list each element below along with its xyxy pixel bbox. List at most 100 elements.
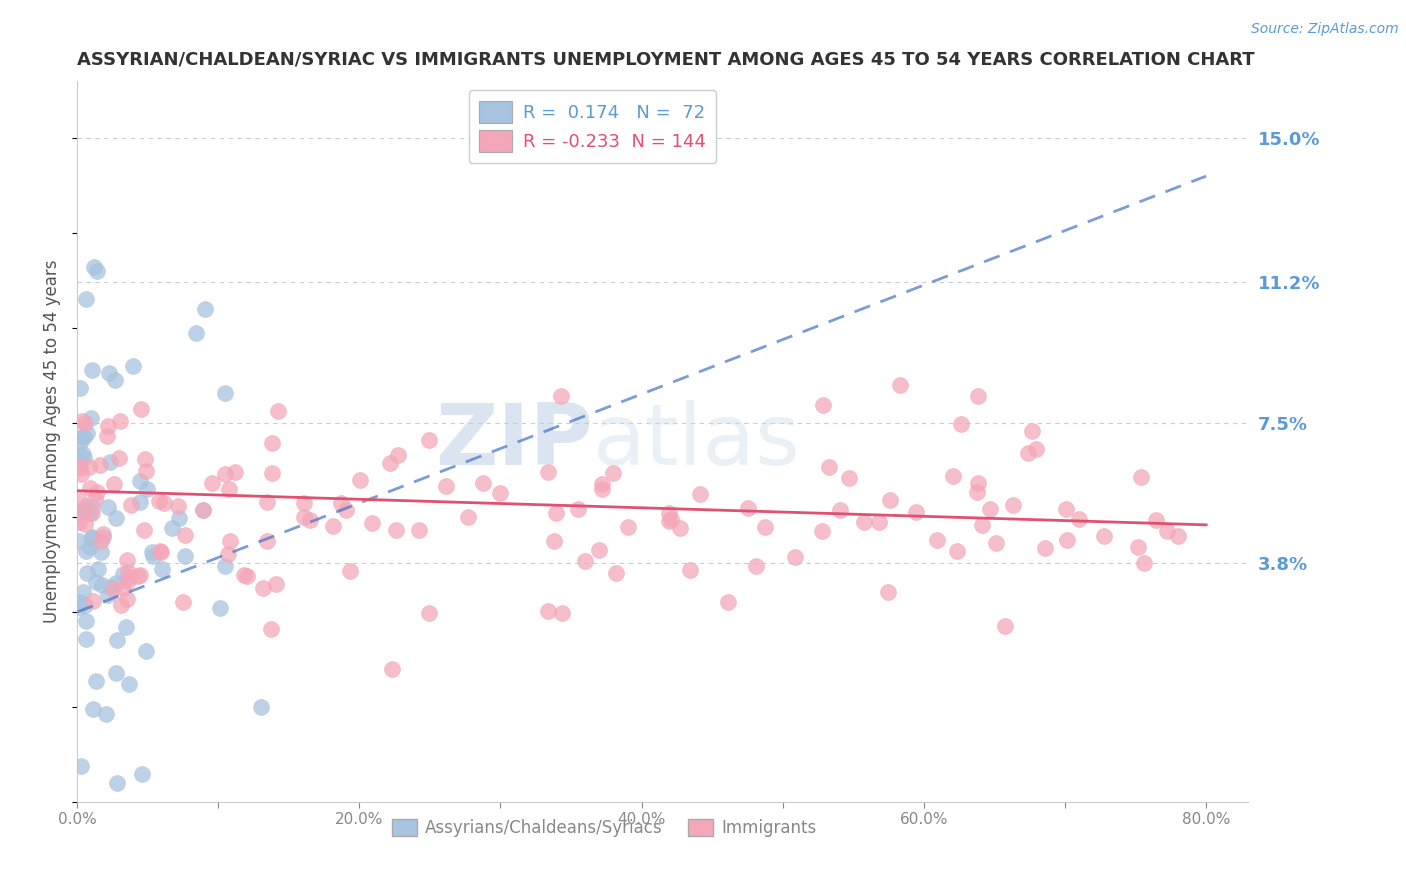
Point — [966, 476, 988, 491]
Point — [90, 578, 112, 592]
Point — [121, 359, 143, 373]
Y-axis label: Unemployment Among Ages 45 to 54 years: Unemployment Among Ages 45 to 54 years — [44, 260, 60, 624]
Point — [1017, 446, 1039, 460]
Point — [76, 426, 98, 441]
Point — [588, 542, 610, 557]
Point — [811, 398, 834, 412]
Point — [574, 553, 596, 567]
Point — [191, 503, 214, 517]
Point — [111, 581, 134, 595]
Point — [69, 467, 91, 482]
Point — [567, 501, 589, 516]
Point — [73, 503, 96, 517]
Point — [75, 543, 97, 558]
Point — [105, 666, 128, 681]
Point — [73, 416, 96, 430]
Point — [434, 479, 457, 493]
Point — [381, 662, 404, 676]
Point — [236, 569, 259, 583]
Point — [335, 503, 357, 517]
Point — [658, 506, 681, 520]
Point — [142, 549, 165, 563]
Point — [86, 484, 108, 499]
Point — [117, 574, 139, 588]
Point — [994, 619, 1017, 633]
Point — [830, 503, 852, 517]
Point — [745, 559, 768, 574]
Point — [387, 448, 409, 462]
Point — [132, 523, 155, 537]
Point — [115, 553, 138, 567]
Point — [537, 465, 560, 479]
Point — [82, 701, 104, 715]
Point — [67, 448, 90, 462]
Point — [104, 511, 127, 525]
Point — [193, 301, 215, 316]
Point — [100, 580, 122, 594]
Point — [75, 516, 97, 531]
Point — [79, 506, 101, 520]
Point — [659, 511, 682, 525]
Point — [208, 600, 231, 615]
Point — [82, 500, 104, 514]
Point — [167, 511, 190, 525]
Point — [602, 467, 624, 481]
Point — [136, 482, 159, 496]
Point — [214, 558, 236, 573]
Point — [298, 513, 321, 527]
Point — [118, 570, 141, 584]
Point — [150, 562, 173, 576]
Point — [889, 378, 911, 392]
Point — [489, 486, 512, 500]
Point — [591, 482, 613, 496]
Point — [129, 494, 152, 508]
Point — [1069, 512, 1091, 526]
Point — [783, 549, 806, 564]
Point — [172, 595, 194, 609]
Point — [925, 533, 948, 547]
Point — [110, 598, 132, 612]
Point — [76, 566, 98, 580]
Point — [879, 492, 901, 507]
Point — [266, 404, 288, 418]
Point — [658, 514, 681, 528]
Point — [101, 582, 124, 596]
Point — [97, 366, 120, 380]
Point — [292, 496, 315, 510]
Point — [97, 419, 120, 434]
Point — [87, 562, 110, 576]
Point — [260, 435, 283, 450]
Point — [689, 487, 711, 501]
Point — [264, 576, 287, 591]
Point — [67, 507, 90, 521]
Point — [150, 544, 173, 558]
Point — [551, 606, 574, 620]
Point — [322, 519, 344, 533]
Point — [232, 567, 254, 582]
Point — [117, 565, 139, 579]
Point — [97, 500, 120, 514]
Point — [546, 506, 568, 520]
Point — [162, 521, 184, 535]
Point — [457, 509, 479, 524]
Point — [112, 567, 135, 582]
Point — [1126, 540, 1149, 554]
Point — [292, 510, 315, 524]
Point — [1002, 498, 1025, 512]
Point — [1092, 529, 1115, 543]
Point — [72, 450, 94, 465]
Point — [217, 548, 239, 562]
Point — [838, 471, 860, 485]
Point — [84, 673, 107, 688]
Point — [67, 533, 90, 548]
Point — [868, 516, 890, 530]
Point — [118, 676, 141, 690]
Point — [361, 516, 384, 531]
Point — [166, 499, 188, 513]
Point — [966, 484, 988, 499]
Point — [214, 467, 236, 482]
Point — [80, 410, 103, 425]
Point — [90, 544, 112, 558]
Point — [91, 526, 114, 541]
Point — [104, 575, 127, 590]
